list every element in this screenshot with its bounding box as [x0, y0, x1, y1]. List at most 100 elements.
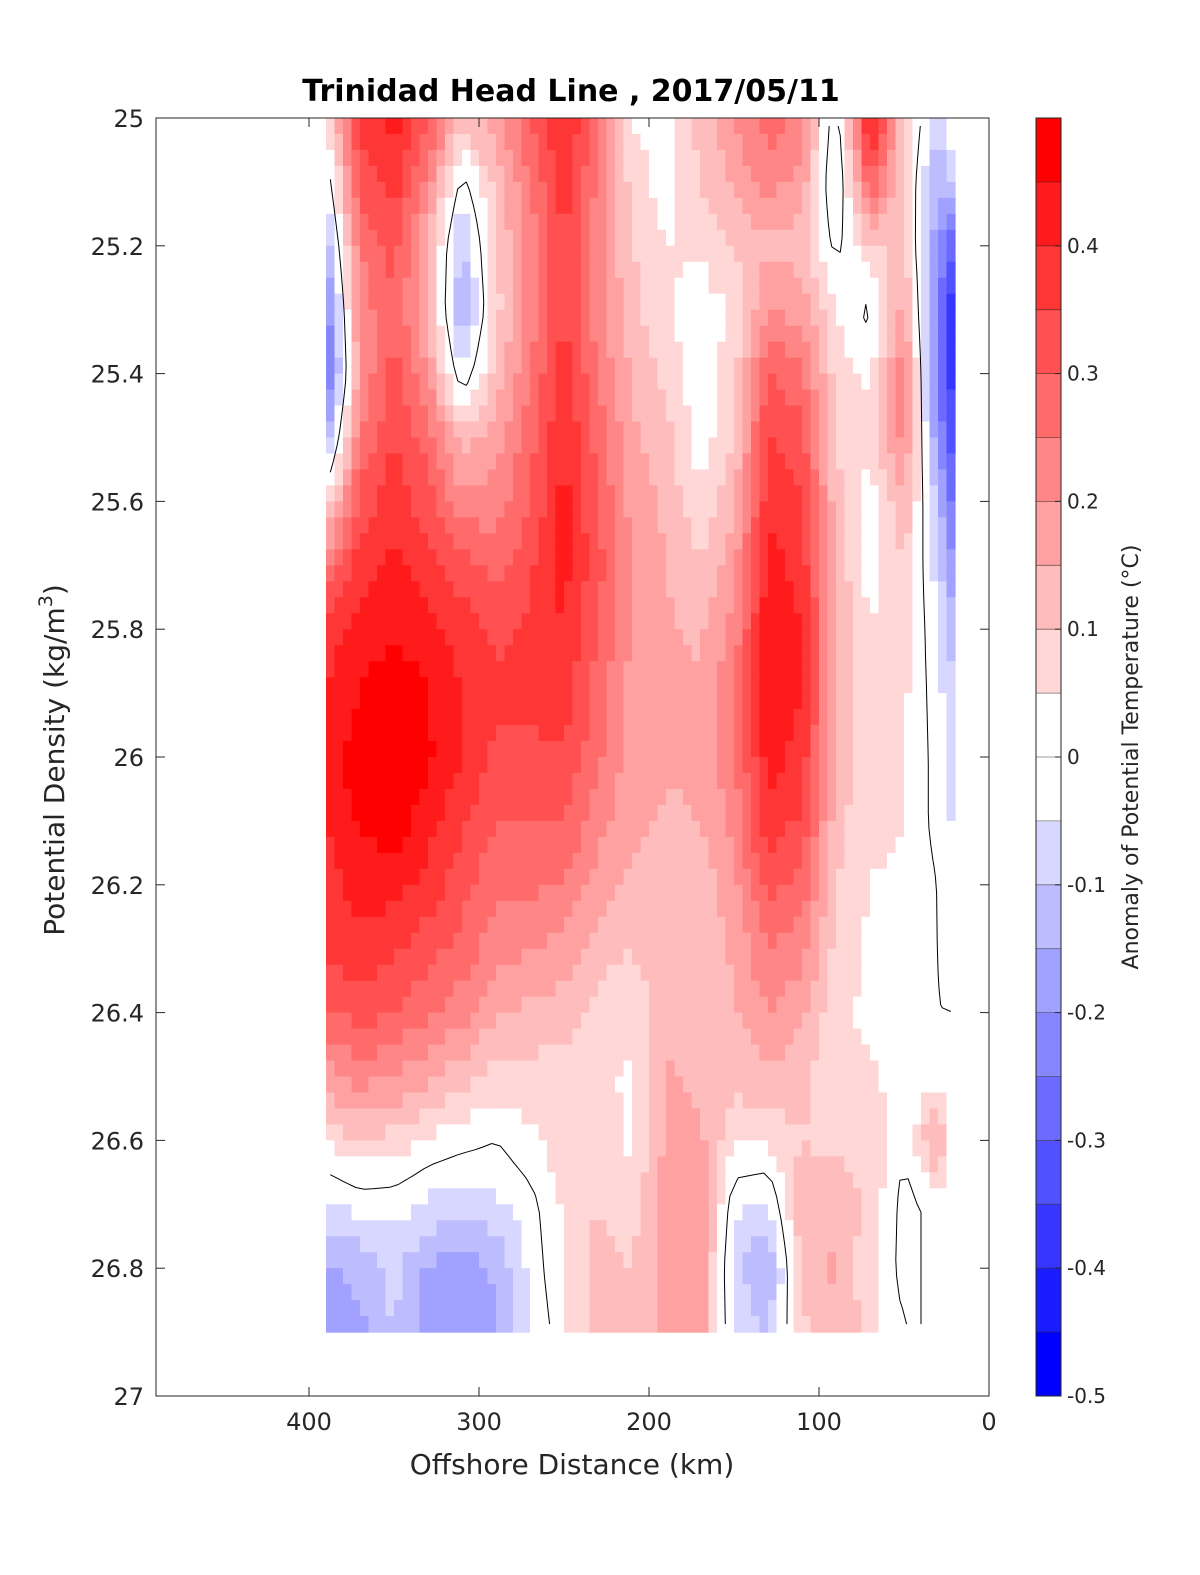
heatmap-cell — [343, 549, 353, 566]
heatmap-cell — [436, 1076, 446, 1094]
heatmap-cell — [402, 709, 412, 726]
heatmap-cell — [836, 884, 846, 902]
heatmap-cell — [598, 421, 608, 439]
heatmap-cell — [521, 980, 531, 998]
heatmap-cell — [700, 293, 710, 311]
heatmap-cell — [700, 581, 710, 598]
heatmap-cell — [836, 309, 846, 327]
heatmap-cell — [351, 261, 361, 279]
heatmap-cell — [360, 421, 370, 439]
heatmap-cell — [411, 149, 421, 167]
heatmap-cell — [581, 1156, 591, 1173]
heatmap-cell — [538, 245, 548, 263]
heatmap-cell — [623, 533, 633, 550]
heatmap-cell — [453, 916, 463, 934]
heatmap-cell — [810, 469, 820, 487]
heatmap-cell — [547, 1124, 557, 1141]
heatmap-cell — [419, 1028, 429, 1046]
heatmap-cell — [674, 661, 684, 678]
heatmap-cell — [538, 581, 548, 598]
heatmap-cell — [708, 1108, 718, 1126]
heatmap-cell — [674, 677, 684, 694]
heatmap-cell — [870, 118, 880, 135]
heatmap-cell — [844, 517, 854, 534]
heatmap-cell — [768, 1092, 778, 1110]
heatmap-cell — [377, 421, 387, 439]
heatmap-cell — [853, 261, 863, 279]
heatmap-cell — [887, 900, 897, 918]
heatmap-cell — [462, 181, 472, 199]
heatmap-cell — [547, 868, 557, 886]
heatmap-cell — [479, 309, 489, 327]
heatmap-cell — [895, 469, 905, 487]
heatmap-cell — [615, 932, 625, 950]
heatmap-cell — [598, 629, 608, 646]
heatmap-cell — [887, 757, 897, 774]
heatmap-cell — [368, 293, 378, 311]
heatmap-cell — [683, 389, 693, 407]
heatmap-cell — [496, 868, 506, 886]
heatmap-cell — [861, 277, 871, 295]
heatmap-cell — [819, 149, 829, 167]
heatmap-cell — [632, 757, 642, 774]
heatmap-cell — [734, 1012, 744, 1030]
heatmap-cell — [572, 804, 582, 822]
heatmap-cell — [521, 1172, 531, 1189]
heatmap-cell — [564, 165, 574, 183]
heatmap-cell — [776, 900, 786, 918]
heatmap-cell — [785, 980, 795, 998]
heatmap-cell — [530, 357, 540, 375]
heatmap-cell — [887, 629, 897, 646]
heatmap-cell — [385, 804, 395, 822]
heatmap-cell — [904, 118, 914, 135]
heatmap-cell — [326, 1172, 336, 1189]
heatmap-cell — [368, 485, 378, 502]
heatmap-cell — [428, 645, 438, 662]
heatmap-cell — [326, 341, 336, 359]
heatmap-cell — [700, 693, 710, 710]
heatmap-cell — [938, 485, 948, 502]
heatmap-cell — [691, 309, 701, 327]
heatmap-cell — [351, 1060, 361, 1078]
heatmap-cell — [700, 118, 710, 135]
heatmap-cell — [751, 804, 761, 822]
heatmap-cell — [759, 341, 769, 359]
heatmap-cell — [938, 661, 948, 678]
heatmap-cell — [819, 677, 829, 694]
heatmap-cell — [572, 613, 582, 630]
heatmap-cell — [496, 677, 506, 694]
heatmap-cell — [861, 517, 871, 534]
heatmap-cell — [691, 501, 701, 518]
heatmap-cell — [530, 165, 540, 183]
heatmap-cell — [343, 213, 353, 231]
heatmap-cell — [606, 118, 616, 135]
heatmap-cell — [470, 118, 480, 135]
heatmap-cell — [734, 677, 744, 694]
heatmap-cell — [496, 645, 506, 662]
heatmap-cell — [819, 118, 829, 135]
heatmap-cell — [411, 613, 421, 630]
heatmap-cell — [853, 149, 863, 167]
heatmap-cell — [487, 517, 497, 534]
heatmap-cell — [759, 277, 769, 295]
heatmap-cell — [768, 1156, 778, 1173]
heatmap-cell — [377, 1012, 387, 1030]
heatmap-cell — [504, 517, 514, 534]
heatmap-cell — [419, 469, 429, 487]
heatmap-cell — [768, 133, 778, 151]
heatmap-cell — [615, 453, 625, 471]
heatmap-cell — [674, 948, 684, 966]
heatmap-cell — [394, 325, 404, 343]
heatmap-cell — [326, 581, 336, 598]
heatmap-cell — [479, 437, 489, 455]
heatmap-cell — [445, 325, 455, 343]
heatmap-cell — [708, 996, 718, 1014]
heatmap-cell — [802, 788, 812, 806]
heatmap-cell — [453, 661, 463, 678]
heatmap-cell — [334, 597, 344, 614]
heatmap-cell — [640, 852, 650, 870]
heatmap-cell — [929, 213, 939, 231]
heatmap-cell — [598, 772, 608, 790]
heatmap-cell — [666, 261, 676, 279]
heatmap-cell — [708, 613, 718, 630]
